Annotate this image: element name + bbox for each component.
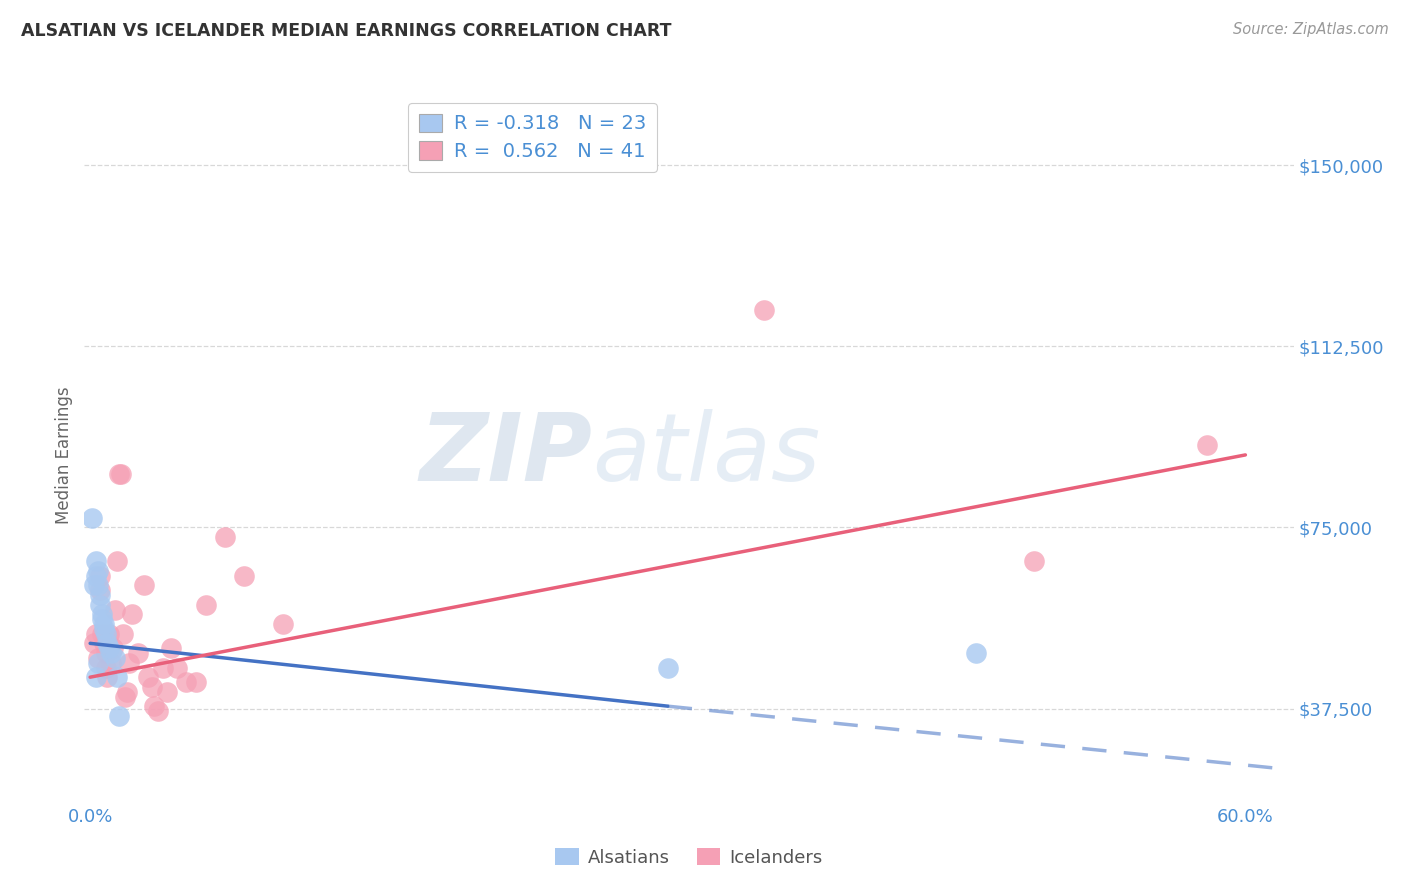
Point (111, 626, 134, 640)
Point (176, 675, 198, 690)
Point (194, 598, 217, 612)
Point (90, 612, 112, 626)
Point (1022, 554, 1045, 568)
Point (93, 622, 115, 636)
Point (156, 684, 179, 698)
Point (115, 684, 138, 698)
Text: atlas: atlas (592, 409, 821, 500)
Point (141, 680, 163, 694)
Point (146, 704, 169, 718)
Point (114, 690, 136, 704)
Point (98, 626, 121, 640)
Text: Source: ZipAtlas.com: Source: ZipAtlas.com (1233, 22, 1389, 37)
Point (136, 670, 159, 684)
Point (83, 578, 105, 592)
Point (108, 467, 131, 482)
Point (87, 651, 110, 665)
Point (90, 626, 112, 640)
Point (965, 646, 987, 660)
Point (83, 636, 105, 650)
Point (89, 583, 111, 598)
Point (94, 660, 117, 674)
Point (166, 660, 188, 674)
Text: ZIP: ZIP (419, 409, 592, 501)
Point (160, 641, 183, 656)
Y-axis label: Median Earnings: Median Earnings (55, 386, 73, 524)
Point (84, 568, 107, 582)
Point (214, 530, 236, 544)
Point (94, 646, 117, 660)
Point (132, 578, 155, 592)
Point (1195, 438, 1218, 452)
Point (105, 554, 128, 568)
Point (127, 646, 149, 660)
Point (108, 708, 131, 723)
Point (89, 588, 111, 602)
Point (233, 568, 256, 582)
Point (96, 636, 118, 650)
Point (96, 670, 118, 684)
Point (100, 656, 122, 670)
Point (84, 626, 107, 640)
Point (105, 670, 128, 684)
Point (87, 564, 110, 578)
Point (271, 617, 294, 632)
Point (93, 617, 115, 632)
Point (103, 641, 125, 656)
Point (87, 656, 110, 670)
Legend: Alsatians, Icelanders: Alsatians, Icelanders (548, 840, 830, 874)
Point (110, 467, 132, 482)
Point (93, 636, 115, 650)
Point (90, 607, 112, 622)
Point (84, 670, 107, 684)
Point (100, 646, 122, 660)
Point (89, 598, 111, 612)
Point (104, 651, 127, 665)
Point (89, 568, 111, 582)
Point (117, 656, 139, 670)
Point (98, 641, 121, 656)
Point (104, 602, 127, 616)
Point (657, 660, 679, 674)
Point (80, 510, 103, 524)
Point (152, 660, 174, 674)
Point (184, 675, 207, 690)
Point (142, 699, 165, 714)
Point (121, 607, 143, 622)
Point (94, 626, 117, 640)
Point (752, 303, 775, 318)
Text: ALSATIAN VS ICELANDER MEDIAN EARNINGS CORRELATION CHART: ALSATIAN VS ICELANDER MEDIAN EARNINGS CO… (21, 22, 672, 40)
Point (87, 578, 110, 592)
Point (84, 554, 107, 568)
